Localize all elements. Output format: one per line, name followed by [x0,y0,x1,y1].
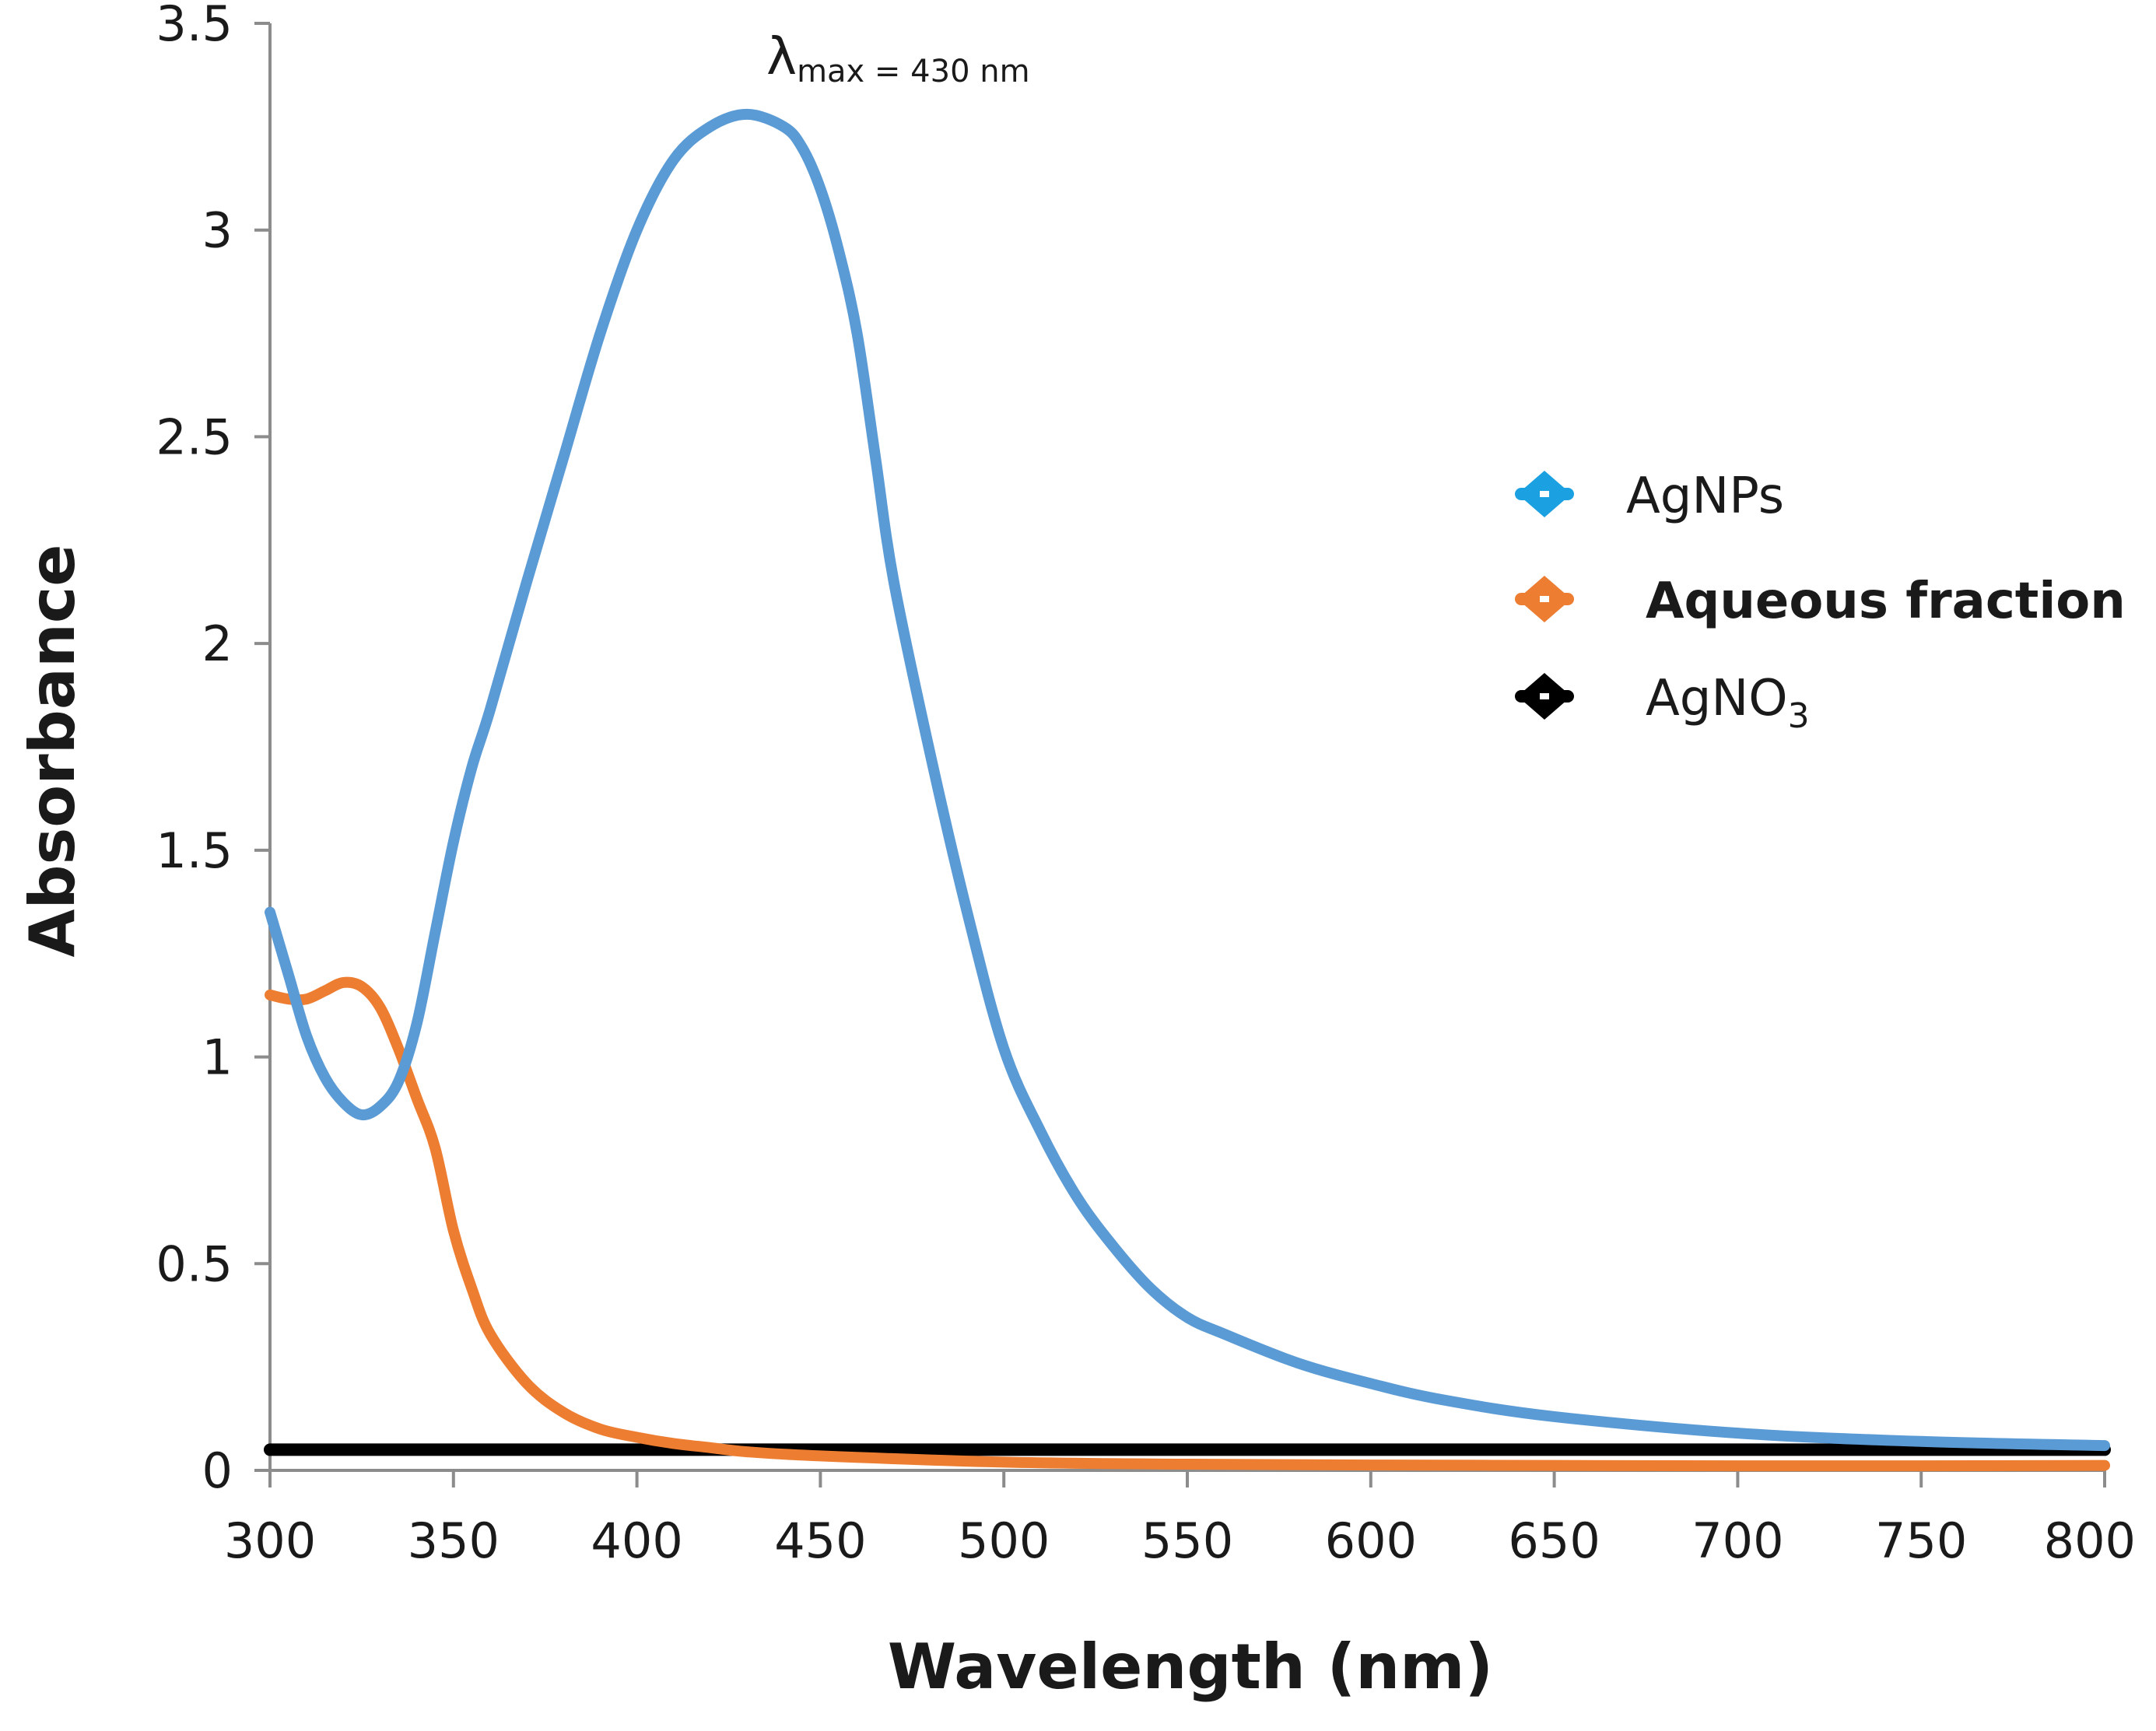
x-tick-label: 650 [1508,1512,1600,1569]
legend-marker-center [1540,491,1549,497]
x-axis-title: Wavelength (nm) [888,1631,1493,1703]
x-tick-label: 300 [224,1512,316,1569]
legend-label-agno: AgNO3 [1646,670,1810,736]
y-axis-title: Absorbance [16,544,89,957]
annotation-symbol: λ [766,26,797,86]
y-axis-ticks: 0 0.5 1 1.5 2 2.5 3 3.5 [156,0,270,1499]
legend-marker-center [1540,693,1549,699]
legend: AgNPs Aqueous fraction AgNO3 [1515,468,2126,736]
x-tick-label: 350 [408,1512,500,1569]
legend-marker-center [1540,596,1549,602]
y-tick-label: 1.5 [156,822,233,879]
x-tick-label: 750 [1875,1512,1967,1569]
y-tick-label: 0.5 [156,1235,233,1292]
series-line-agnps [265,108,2110,1452]
x-tick-label: 700 [1691,1512,1783,1569]
y-tick-label: 0 [202,1442,233,1499]
x-tick-label: 800 [2044,1512,2136,1569]
y-tick-label: 1 [202,1029,233,1086]
y-tick-label: 2 [202,615,233,672]
legend-label-agnps: AgNPs [1626,468,1784,525]
lambda-max-annotation: λmax = 430 nm [766,26,1030,89]
series-line-aqueous-fraction [265,976,2110,1472]
y-tick-label: 2.5 [156,408,233,465]
x-tick-label: 550 [1141,1512,1233,1569]
y-tick-label: 3.5 [156,0,233,52]
legend-label-aqueous-fraction: Aqueous fraction [1646,573,2126,630]
series-layer [264,108,2111,1472]
x-tick-label: 600 [1325,1512,1417,1569]
x-axis-ticks: 300 350 400 450 500 550 600 650 700 750 800 [224,1470,2136,1569]
y-tick-label: 3 [202,202,233,259]
annotation-subscript: max [797,54,864,89]
annotation-value: = 430 nm [864,54,1029,89]
x-tick-label: 500 [958,1512,1050,1569]
x-tick-label: 400 [591,1512,682,1569]
x-tick-label: 450 [774,1512,866,1569]
